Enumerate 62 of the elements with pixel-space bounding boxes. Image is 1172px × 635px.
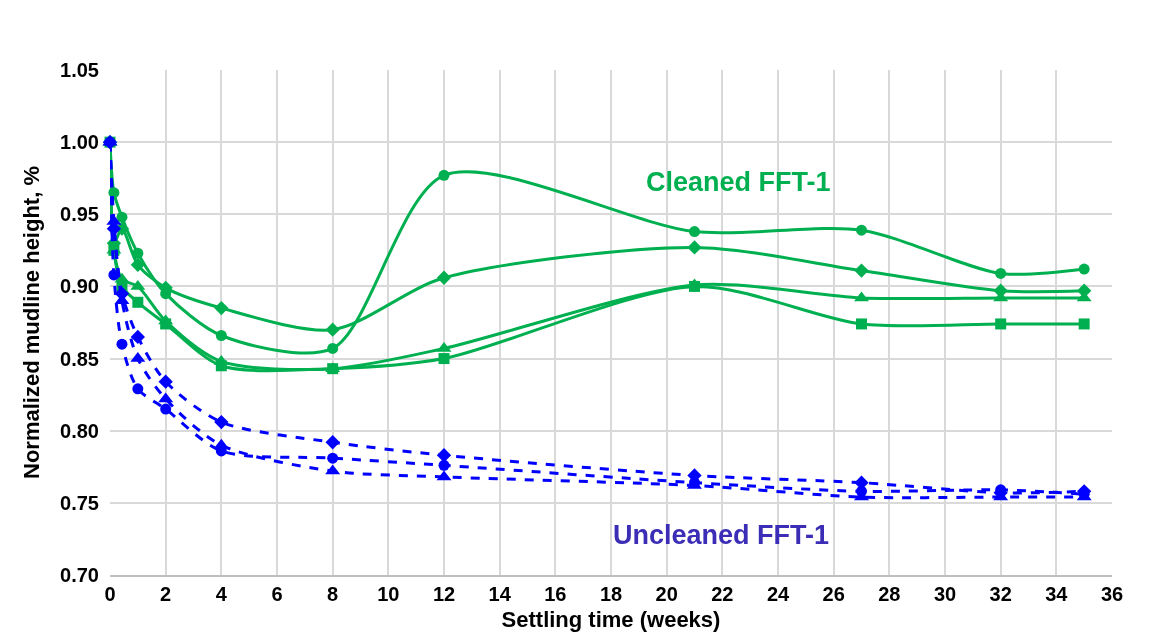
point xyxy=(438,169,450,181)
point xyxy=(214,414,229,430)
x-tick-label: 20 xyxy=(655,583,678,605)
point xyxy=(687,240,702,255)
x-tick-label: 10 xyxy=(377,583,400,605)
point xyxy=(438,353,450,365)
point xyxy=(1078,318,1090,330)
y-tick-label: 0.85 xyxy=(60,347,99,370)
annotation: Uncleaned FFT-1 xyxy=(613,520,830,550)
point xyxy=(327,342,339,354)
y-tick-label: 1.00 xyxy=(60,131,99,154)
x-tick-label: 30 xyxy=(933,583,957,605)
x-tick-label: 34 xyxy=(1045,583,1069,605)
point xyxy=(130,329,145,345)
point xyxy=(158,374,173,389)
point xyxy=(854,263,869,278)
point xyxy=(438,459,450,471)
x-tick-label: 14 xyxy=(488,583,512,605)
point xyxy=(214,300,229,316)
x-tick-label: 2 xyxy=(160,583,172,605)
x-tick-label: 24 xyxy=(766,583,790,605)
point xyxy=(215,329,227,341)
point xyxy=(160,318,172,330)
point xyxy=(856,318,867,330)
x-tick-label: 6 xyxy=(271,583,283,605)
x-tick-label: 22 xyxy=(711,583,734,605)
x-tick-label: 4 xyxy=(215,583,228,605)
point xyxy=(327,452,339,464)
y-tick-label: 0.75 xyxy=(60,491,99,514)
point xyxy=(995,318,1007,330)
point xyxy=(689,226,700,238)
x-tick-label: 26 xyxy=(822,583,845,605)
point xyxy=(325,322,340,337)
point xyxy=(215,360,227,372)
point xyxy=(436,270,452,285)
point xyxy=(995,267,1007,279)
y-tick-label: 0.90 xyxy=(60,275,99,298)
x-tick-label: 18 xyxy=(599,583,623,605)
y-tick-label: 0.70 xyxy=(60,564,99,586)
x-tick-label: 28 xyxy=(878,583,901,605)
x-tick-label: 32 xyxy=(989,583,1012,605)
point xyxy=(436,448,452,463)
x-tick-label: 0 xyxy=(104,583,116,605)
point xyxy=(130,257,145,272)
x-tick-label: 36 xyxy=(1100,583,1124,605)
point xyxy=(116,338,128,350)
y-tick-label: 0.95 xyxy=(60,203,99,226)
x-tick-label: 12 xyxy=(432,583,456,605)
x-tick-label: 16 xyxy=(544,583,567,605)
point xyxy=(116,211,128,223)
point xyxy=(856,224,867,236)
x-axis-title: Settling time (weeks) xyxy=(501,607,721,633)
point xyxy=(132,383,144,395)
point xyxy=(325,435,340,450)
x-tick-label: 8 xyxy=(327,583,339,605)
annotation: Cleaned FFT-1 xyxy=(646,167,831,197)
y-tick-label: 1.05 xyxy=(60,59,99,81)
point xyxy=(1078,263,1090,275)
y-tick-label: 0.80 xyxy=(60,419,99,442)
y-axis-title: Normalized mudline height, % xyxy=(18,166,44,479)
point xyxy=(132,296,144,308)
point xyxy=(160,403,172,415)
